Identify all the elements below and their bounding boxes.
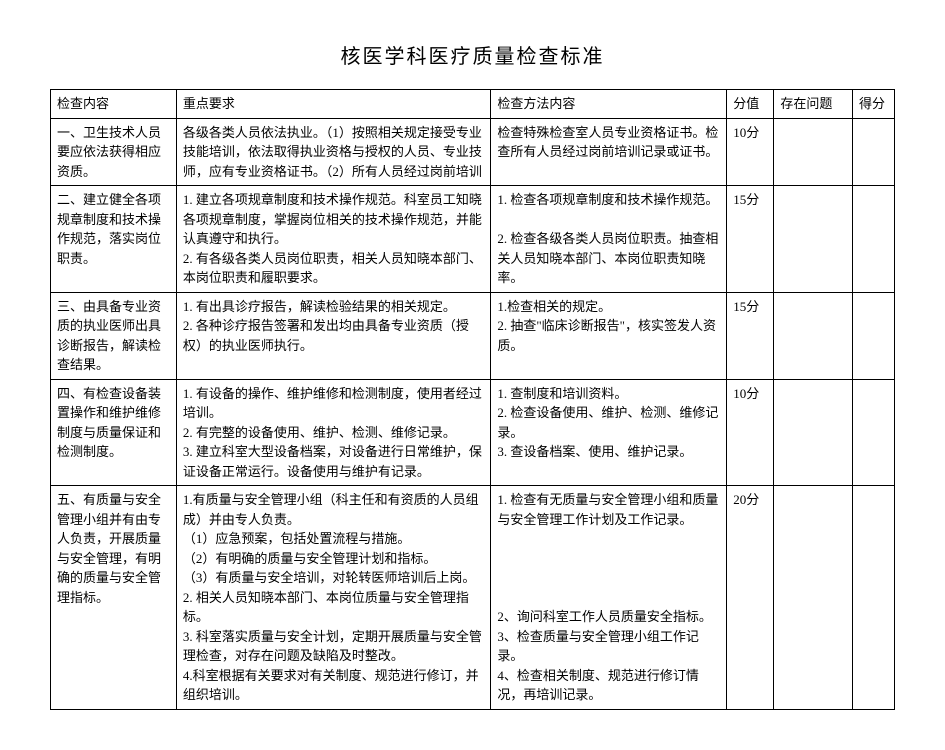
cell-points (853, 486, 895, 710)
table-row: 五、有质量与安全管理小组并有由专人负责，开展质量与安全管理，有明确的质量与安全管… (51, 486, 895, 710)
cell-score: 10分 (727, 379, 774, 486)
cell-method: 1. 查制度和培训资料。2. 检查设备使用、维护、检测、维修记录。3. 查设备档… (491, 379, 727, 486)
table-row: 一、卫生技术人员要应依法获得相应资质。 各级各类人员依法执业。（1）按照相关规定… (51, 118, 895, 186)
cell-content: 一、卫生技术人员要应依法获得相应资质。 (51, 118, 177, 186)
cell-issues (774, 118, 853, 186)
cell-points (853, 118, 895, 186)
table-row: 二、建立健全各项规章制度和技术操作规范，落实岗位职责。 1. 建立各项规章制度和… (51, 186, 895, 293)
cell-content: 三、由具备专业资质的执业医师出具诊断报告，解读检查结果。 (51, 292, 177, 379)
cell-method: 1.检查相关的规定。2. 抽查"临床诊断报告"，核实签发人资质。 (491, 292, 727, 379)
cell-points (853, 379, 895, 486)
cell-issues (774, 379, 853, 486)
cell-requirement: 1. 有设备的操作、维护维修和检测制度，使用者经过培训。2. 有完整的设备使用、… (176, 379, 491, 486)
inspection-standards-table: 检查内容 重点要求 检查方法内容 分值 存在问题 得分 一、卫生技术人员要应依法… (50, 89, 895, 710)
cell-method: 1. 检查各项规章制度和技术操作规范。 2. 检查各级各类人员岗位职责。抽查相关… (491, 186, 727, 293)
cell-score: 15分 (727, 186, 774, 293)
col-header-score: 分值 (727, 90, 774, 119)
cell-method: 检查特殊检查室人员专业资格证书。检查所有人员经过岗前培训记录或证书。 (491, 118, 727, 186)
cell-requirement: 1.有质量与安全管理小组（科主任和有资质的人员组成）并由专人负责。（1）应急预案… (176, 486, 491, 710)
cell-score: 15分 (727, 292, 774, 379)
table-row: 四、有检查设备装置操作和维护维修制度与质量保证和检测制度。 1. 有设备的操作、… (51, 379, 895, 486)
cell-requirement: 1. 有出具诊疗报告，解读检验结果的相关规定。2. 各种诊疗报告签署和发出均由具… (176, 292, 491, 379)
cell-score: 20分 (727, 486, 774, 710)
cell-points (853, 186, 895, 293)
cell-issues (774, 292, 853, 379)
cell-method: 1. 检查有无质量与安全管理小组和质量与安全管理工作计划及工作记录。 2、询问科… (491, 486, 727, 710)
col-header-method: 检查方法内容 (491, 90, 727, 119)
cell-issues (774, 486, 853, 710)
col-header-requirement: 重点要求 (176, 90, 491, 119)
col-header-issues: 存在问题 (774, 90, 853, 119)
col-header-points: 得分 (853, 90, 895, 119)
page-title: 核医学科医疗质量检查标准 (50, 40, 895, 69)
cell-content: 四、有检查设备装置操作和维护维修制度与质量保证和检测制度。 (51, 379, 177, 486)
cell-requirement: 各级各类人员依法执业。（1）按照相关规定接受专业技能培训，依法取得执业资格与授权… (176, 118, 491, 186)
table-row: 三、由具备专业资质的执业医师出具诊断报告，解读检查结果。 1. 有出具诊疗报告，… (51, 292, 895, 379)
table-body: 一、卫生技术人员要应依法获得相应资质。 各级各类人员依法执业。（1）按照相关规定… (51, 118, 895, 709)
cell-points (853, 292, 895, 379)
cell-content: 五、有质量与安全管理小组并有由专人负责，开展质量与安全管理，有明确的质量与安全管… (51, 486, 177, 710)
cell-requirement: 1. 建立各项规章制度和技术操作规范。科室员工知晓各项规章制度，掌握岗位相关的技… (176, 186, 491, 293)
col-header-content: 检查内容 (51, 90, 177, 119)
table-header-row: 检查内容 重点要求 检查方法内容 分值 存在问题 得分 (51, 90, 895, 119)
cell-issues (774, 186, 853, 293)
cell-score: 10分 (727, 118, 774, 186)
cell-content: 二、建立健全各项规章制度和技术操作规范，落实岗位职责。 (51, 186, 177, 293)
